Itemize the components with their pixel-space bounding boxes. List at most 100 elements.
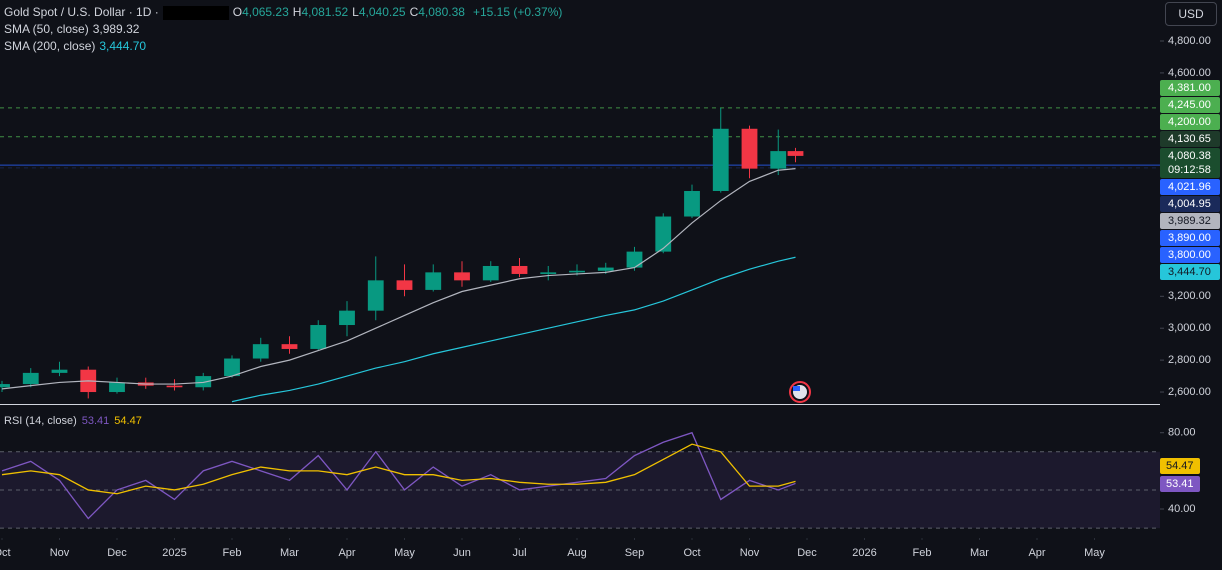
candle-body (224, 358, 240, 377)
indicator-name: SMA (200, close) (4, 39, 96, 53)
indicator-name: SMA (50, close) (4, 22, 89, 36)
price-badge-label: 3,800.00 (1168, 249, 1211, 261)
ohlc-key: H (292, 5, 302, 19)
candle-body (511, 265, 528, 274)
x-tick-label: Nov (740, 547, 760, 559)
candle-body (252, 344, 269, 359)
flag-icon (789, 381, 811, 403)
sma-line (1, 168, 796, 390)
rsi-badge (1160, 458, 1200, 474)
ohlc-key: C (409, 5, 419, 19)
price-badge-label: 4,200.00 (1168, 116, 1211, 128)
candle-body (569, 270, 585, 273)
price-badge (1160, 247, 1220, 263)
x-tick-label: 2026 (852, 547, 876, 559)
price-badge (1160, 264, 1220, 280)
indicator-value: 3,444.70 (99, 39, 147, 53)
sma-line (231, 256, 796, 403)
x-tick-label: Oct (0, 547, 11, 559)
candle-body (0, 384, 10, 388)
candle-body (51, 369, 68, 373)
price-badge-label: 4,004.95 (1168, 198, 1211, 210)
x-tick-label: May (394, 547, 415, 559)
redacted (162, 5, 229, 20)
ohlc-value: 4,081.52 (301, 5, 349, 19)
candle-body (367, 280, 384, 311)
candle-body (454, 272, 470, 281)
x-tick-label: Feb (913, 547, 932, 559)
change: +15.15 (+0.37%) (472, 5, 563, 19)
rsi-line (1, 431, 796, 520)
candle-body (684, 190, 700, 217)
x-tick-label: Mar (970, 547, 989, 559)
y-tick-label: 4,600.00 (1168, 67, 1211, 79)
candle-body (482, 265, 499, 281)
x-tick-label: Apr (338, 547, 355, 559)
rsi-title: RSI (14, close) 53.41 54.47 (4, 415, 142, 427)
x-tick-label: Apr (1028, 547, 1045, 559)
rsi-legend-item: 54.47 (114, 415, 142, 427)
candle-body (712, 128, 729, 191)
x-tick-label: Nov (50, 547, 70, 559)
candle-body (396, 280, 413, 290)
header: Gold Spot / U.S. Dollar · 1D · O4,065.23 H… (4, 4, 566, 55)
y-tick-label: 4,800.00 (1168, 35, 1211, 47)
rsi-y-tick-label: 80.00 (1168, 427, 1196, 439)
rsi-line (1, 443, 796, 495)
price-badge-label: 4,080.38 (1168, 150, 1211, 162)
price-badge (1160, 213, 1220, 229)
ohlc-value: 4,065.23 (242, 5, 289, 19)
countdown: 09:12:58 (1168, 164, 1211, 176)
indicator-row: SMA (200, close) 3,444.70 (4, 38, 566, 55)
indicator-value: 3,989.32 (92, 22, 140, 36)
ohlc: O4,065.23 H4,081.52 L4,040.25 C4,080.38 (233, 5, 469, 19)
rsi-badge (1160, 476, 1200, 492)
y-tick-label: 3,200.00 (1168, 290, 1211, 302)
price-badge (1160, 97, 1220, 113)
rsi-legend-item: 53.41 (82, 415, 110, 427)
y-tick-label: 2,600.00 (1168, 386, 1211, 398)
symbol-row: Gold Spot / U.S. Dollar · 1D · O4,065.23 H… (4, 4, 566, 21)
candle-body (741, 128, 758, 169)
ohlc-key: L (352, 5, 359, 19)
price-badge (1160, 148, 1220, 178)
rsi-badge-label: 54.47 (1166, 460, 1194, 472)
price-badge (1160, 131, 1220, 147)
y-tick-label: 3,000.00 (1168, 322, 1211, 334)
candle-body (787, 151, 804, 156)
indicators: SMA (50, close) 3,989.32 SMA (200, close) 3… (4, 21, 566, 55)
x-tick-label: Mar (280, 547, 299, 559)
candle-body (655, 216, 672, 252)
price-badge-label: 4,381.00 (1168, 82, 1211, 94)
candle-body (425, 272, 442, 290)
symbol-title: Gold Spot / U.S. Dollar · 1D · (4, 5, 159, 19)
price-badge-label: 4,021.96 (1168, 181, 1211, 193)
x-tick-label: Feb (223, 547, 242, 559)
x-tick-label: 2025 (162, 547, 186, 559)
price-badge (1160, 196, 1220, 212)
currency-button[interactable]: USD (1165, 2, 1217, 26)
x-tick-label: Jun (453, 547, 471, 559)
ohlc-key: O (232, 5, 243, 19)
x-tick-label: Sep (625, 547, 645, 559)
candle-body (109, 382, 125, 393)
x-tick-label: Jul (512, 547, 526, 559)
ohlc-value: 4,080.38 (418, 5, 465, 19)
candle-body (281, 344, 298, 349)
price-badge-label: 4,130.65 (1168, 133, 1211, 145)
x-tick-label: Aug (567, 547, 587, 559)
price-badge-label: 3,890.00 (1168, 232, 1211, 244)
x-tick-label: Oct (683, 547, 700, 559)
candle-body (195, 376, 212, 388)
y-tick-label: 2,800.00 (1168, 354, 1211, 366)
candle-body (166, 385, 183, 388)
rsi-badge-label: 53.41 (1166, 478, 1194, 490)
rsi-legend-item: RSI (14, close) (4, 415, 77, 427)
x-tick-label: Dec (107, 547, 127, 559)
x-tick-label: May (1084, 547, 1105, 559)
price-badge-label: 4,245.00 (1168, 99, 1211, 111)
price-badge (1160, 114, 1220, 130)
ohlc-value: 4,040.25 (358, 5, 406, 19)
